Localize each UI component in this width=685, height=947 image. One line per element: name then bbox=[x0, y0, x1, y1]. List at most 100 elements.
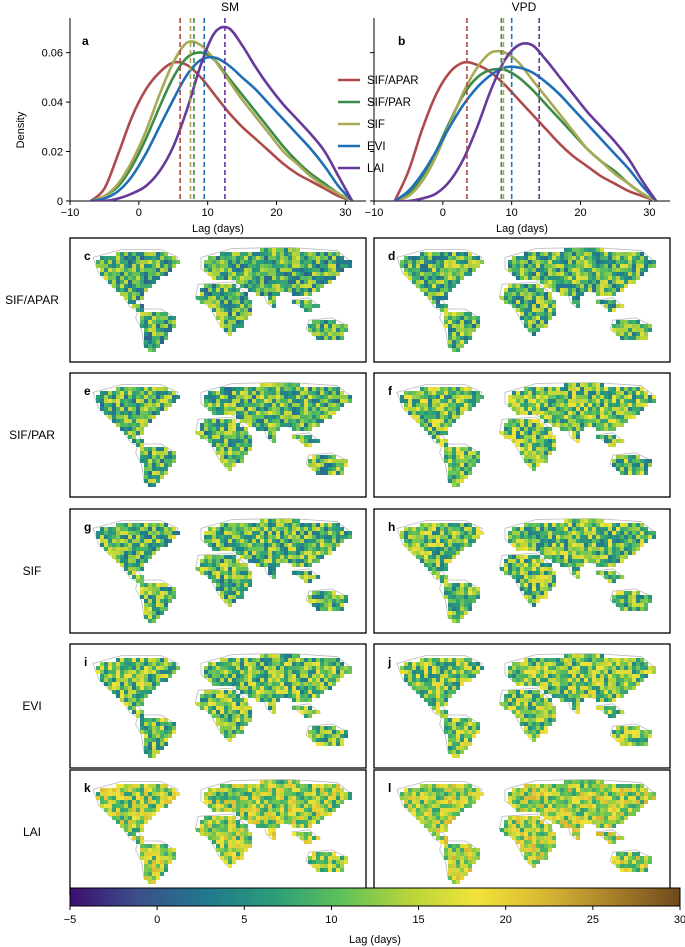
map-pixel bbox=[600, 419, 604, 423]
map-pixel bbox=[104, 670, 108, 674]
map-pixel bbox=[520, 308, 524, 312]
map-pixel bbox=[644, 395, 648, 399]
map-pixel bbox=[444, 583, 448, 587]
map-pixel bbox=[440, 551, 444, 555]
map-pixel bbox=[304, 694, 308, 698]
map-pixel bbox=[268, 678, 272, 682]
map-pixel bbox=[252, 280, 256, 284]
map-pixel bbox=[120, 423, 124, 427]
map-pixel bbox=[616, 264, 620, 268]
map-pixel bbox=[436, 264, 440, 268]
map-pixel bbox=[120, 276, 124, 280]
map-pixel bbox=[460, 467, 464, 471]
map-pixel bbox=[232, 571, 236, 575]
map-pixel bbox=[584, 268, 588, 272]
map-pixel bbox=[248, 387, 252, 391]
map-pixel bbox=[316, 256, 320, 260]
map-pixel bbox=[212, 272, 216, 276]
map-pixel bbox=[508, 567, 512, 571]
map-pixel bbox=[284, 264, 288, 268]
map-pixel bbox=[540, 316, 544, 320]
map-pixel bbox=[228, 308, 232, 312]
map-pixel bbox=[432, 431, 436, 435]
map-pixel bbox=[216, 527, 220, 531]
map-pixel bbox=[508, 539, 512, 543]
map-pixel bbox=[508, 399, 512, 403]
map-pixel bbox=[616, 467, 620, 471]
map-pixel bbox=[228, 662, 232, 666]
map-pixel bbox=[544, 292, 548, 296]
map-pixel bbox=[636, 268, 640, 272]
map-pixel bbox=[436, 272, 440, 276]
map-pixel bbox=[616, 411, 620, 415]
map-pixel bbox=[448, 531, 452, 535]
map-pixel bbox=[132, 523, 136, 527]
map-pixel bbox=[564, 391, 568, 395]
map-pixel bbox=[292, 678, 296, 682]
map-pixel bbox=[248, 555, 252, 559]
map-pixel bbox=[124, 256, 128, 260]
map-pixel bbox=[628, 407, 632, 411]
map-pixel bbox=[260, 686, 264, 690]
map-pixel bbox=[160, 670, 164, 674]
map-pixel bbox=[224, 328, 228, 332]
map-pixel bbox=[128, 670, 132, 674]
map-pixel bbox=[208, 268, 212, 272]
map-pixel bbox=[312, 419, 316, 423]
map-pixel bbox=[228, 256, 232, 260]
map-pixel bbox=[632, 399, 636, 403]
map-pixel bbox=[508, 531, 512, 535]
map-pixel bbox=[296, 403, 300, 407]
map-pixel bbox=[216, 296, 220, 300]
map-pixel bbox=[144, 559, 148, 563]
map-pixel bbox=[228, 539, 232, 543]
map-pixel bbox=[576, 575, 580, 579]
map-pixel bbox=[248, 682, 252, 686]
map-pixel bbox=[268, 654, 272, 658]
map-pixel bbox=[296, 555, 300, 559]
map-pixel bbox=[456, 595, 460, 599]
map-pixel bbox=[152, 471, 156, 475]
map-pixel bbox=[156, 587, 160, 591]
map-pixel bbox=[624, 272, 628, 276]
map-pixel bbox=[540, 415, 544, 419]
map-pixel bbox=[232, 324, 236, 328]
map-pixel bbox=[124, 272, 128, 276]
map-pixel bbox=[564, 523, 568, 527]
map-pixel bbox=[144, 595, 148, 599]
map-pixel bbox=[516, 403, 520, 407]
map-pixel bbox=[596, 423, 600, 427]
map-pixel bbox=[328, 531, 332, 535]
map-pixel bbox=[436, 539, 440, 543]
map-pixel bbox=[444, 256, 448, 260]
map-pixel bbox=[228, 332, 232, 336]
map-pixel bbox=[240, 678, 244, 682]
map-pixel bbox=[116, 670, 120, 674]
map-pixel bbox=[280, 276, 284, 280]
map-pixel bbox=[424, 276, 428, 280]
map-pixel bbox=[524, 399, 528, 403]
map-pixel bbox=[536, 387, 540, 391]
map-pixel bbox=[576, 411, 580, 415]
map-pixel bbox=[556, 403, 560, 407]
map-pixel bbox=[520, 535, 524, 539]
map-pixel bbox=[640, 387, 644, 391]
map-pixel bbox=[444, 411, 448, 415]
map-pixel bbox=[548, 535, 552, 539]
map-pixel bbox=[152, 399, 156, 403]
map-pixel bbox=[264, 407, 268, 411]
map-pixel bbox=[652, 395, 656, 399]
map-pixel bbox=[240, 567, 244, 571]
map-pixel bbox=[232, 563, 236, 567]
map-pixel bbox=[444, 292, 448, 296]
map-pixel bbox=[412, 407, 416, 411]
map-pixel bbox=[292, 387, 296, 391]
map-pixel bbox=[532, 300, 536, 304]
map-pixel bbox=[296, 539, 300, 543]
map-pixel bbox=[216, 431, 220, 435]
map-pixel bbox=[304, 264, 308, 268]
map-pixel bbox=[652, 531, 656, 535]
map-pixel bbox=[460, 252, 464, 256]
map-pixel bbox=[316, 411, 320, 415]
